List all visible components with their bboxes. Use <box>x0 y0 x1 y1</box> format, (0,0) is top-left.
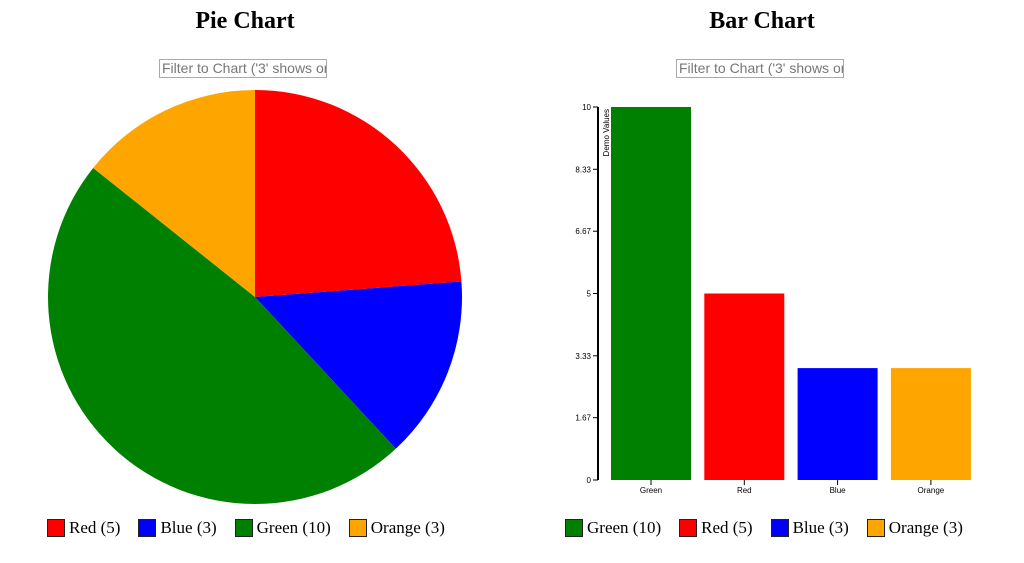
bar-red[interactable] <box>704 293 785 481</box>
legend-label: Red (5) <box>69 518 121 537</box>
pie-title: Pie Chart <box>195 8 295 34</box>
bar-filter-input[interactable]: Filter to Chart ('3' shows on <box>676 59 844 78</box>
y-tick-label: 5 <box>587 290 592 299</box>
bar-legend: Green (10) Red (5) Blue (3) Orange (3) <box>565 518 963 538</box>
y-tick-label: 8.33 <box>575 165 591 174</box>
x-tick-label: Green <box>640 486 662 495</box>
legend-swatch <box>47 519 65 537</box>
legend-item[interactable]: Blue (3) <box>138 518 217 538</box>
y-tick-label: 10 <box>582 103 591 112</box>
legend-swatch <box>866 519 885 537</box>
legend-item[interactable]: Green (10) <box>565 518 661 538</box>
bar-orange[interactable] <box>890 368 971 480</box>
legend-label: Blue (3) <box>160 518 217 537</box>
legend-swatch <box>770 519 789 537</box>
legend-label: Blue (3) <box>792 518 849 537</box>
legend-item[interactable]: Orange (3) <box>348 518 445 538</box>
legend-item[interactable]: Red (5) <box>679 518 753 538</box>
legend-swatch <box>234 519 253 537</box>
y-tick-label: 3.33 <box>575 352 591 361</box>
legend-item[interactable]: Green (10) <box>234 518 331 538</box>
x-tick-label: Red <box>737 486 752 495</box>
y-tick-label: 0 <box>587 476 592 485</box>
legend-item[interactable]: Blue (3) <box>770 518 849 538</box>
y-tick-label: 6.67 <box>575 227 591 236</box>
pie-slice-blue[interactable] <box>255 281 462 449</box>
bar-title: Bar Chart <box>709 8 815 34</box>
bar-green[interactable] <box>611 107 691 480</box>
pie-slice-orange[interactable] <box>93 90 255 297</box>
legend-swatch <box>565 519 583 537</box>
legend-item[interactable]: Orange (3) <box>866 518 963 538</box>
bar-blue[interactable] <box>797 368 878 480</box>
pie-legend: Red (5) Blue (3) Green (10) Orange (3) <box>47 518 445 538</box>
legend-swatch <box>348 519 367 537</box>
x-tick-label: Blue <box>830 486 847 495</box>
legend-swatch <box>138 519 157 537</box>
legend-label: Orange (3) <box>888 518 963 537</box>
pie-filter-input[interactable]: Filter to Chart ('3' shows on <box>159 59 327 78</box>
legend-label: Orange (3) <box>370 518 445 537</box>
y-axis-label: Demo Values <box>602 109 611 156</box>
legend-item[interactable]: Red (5) <box>47 518 120 538</box>
legend-label: Green (10) <box>587 518 662 537</box>
legend-swatch <box>679 519 698 537</box>
pie-slice-green[interactable] <box>47 167 396 504</box>
x-tick-label: Orange <box>918 486 945 495</box>
legend-label: Red (5) <box>701 518 753 537</box>
legend-label: Green (10) <box>256 518 331 537</box>
y-tick-label: 1.67 <box>575 414 591 423</box>
pie-slice-red[interactable] <box>255 90 462 297</box>
